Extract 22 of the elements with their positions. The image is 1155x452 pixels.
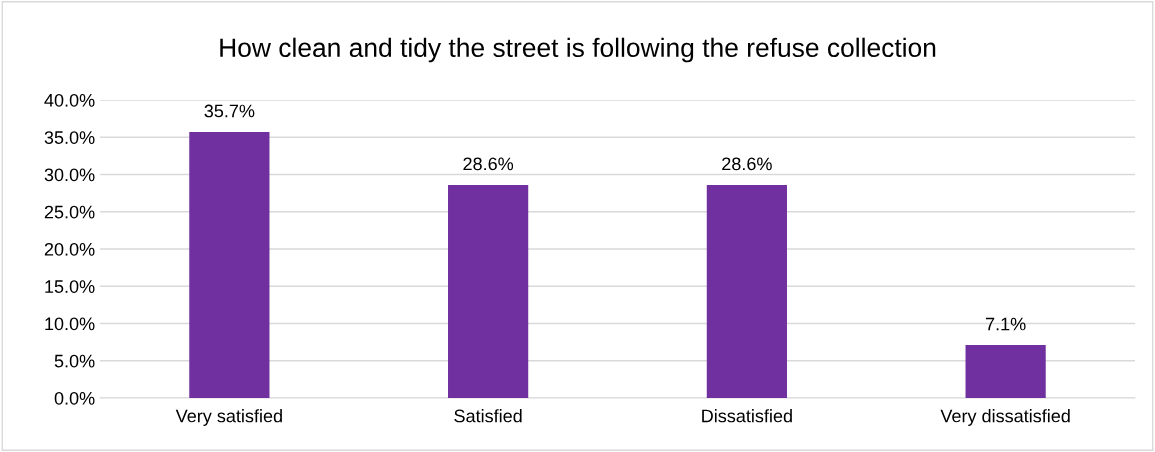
bar [965, 345, 1046, 398]
y-tick-label: 35.0% [44, 131, 95, 144]
y-tick-label: 5.0% [54, 354, 95, 368]
data-label: 28.6% [722, 157, 772, 171]
y-tick-label: 25.0% [44, 205, 95, 219]
y-tick-label: 15.0% [45, 280, 95, 293]
x-tick-label: Very satisfied [175, 409, 282, 426]
x-tick-label: Satisfied [454, 409, 522, 423]
y-tick-label: 20.0% [44, 242, 95, 256]
y-tick-label: 30.0% [44, 168, 95, 182]
y-tick-label: 10.0% [45, 317, 95, 331]
bar [448, 184, 529, 398]
data-label: 7.1% [985, 317, 1026, 331]
x-tick-label: Very dissatisfied [940, 409, 1070, 426]
chart-title: How clean and tidy the street is following the refuse collection [220, 37, 936, 63]
data-label: 28.6% [463, 157, 514, 171]
data-label: 35.7% [204, 104, 255, 118]
y-tick-label: 40.0% [44, 93, 95, 107]
bar [189, 132, 270, 398]
x-tick-label: Dissatisfied [702, 409, 792, 423]
y-tick-label: 0.0% [54, 391, 95, 405]
bar [706, 184, 787, 398]
